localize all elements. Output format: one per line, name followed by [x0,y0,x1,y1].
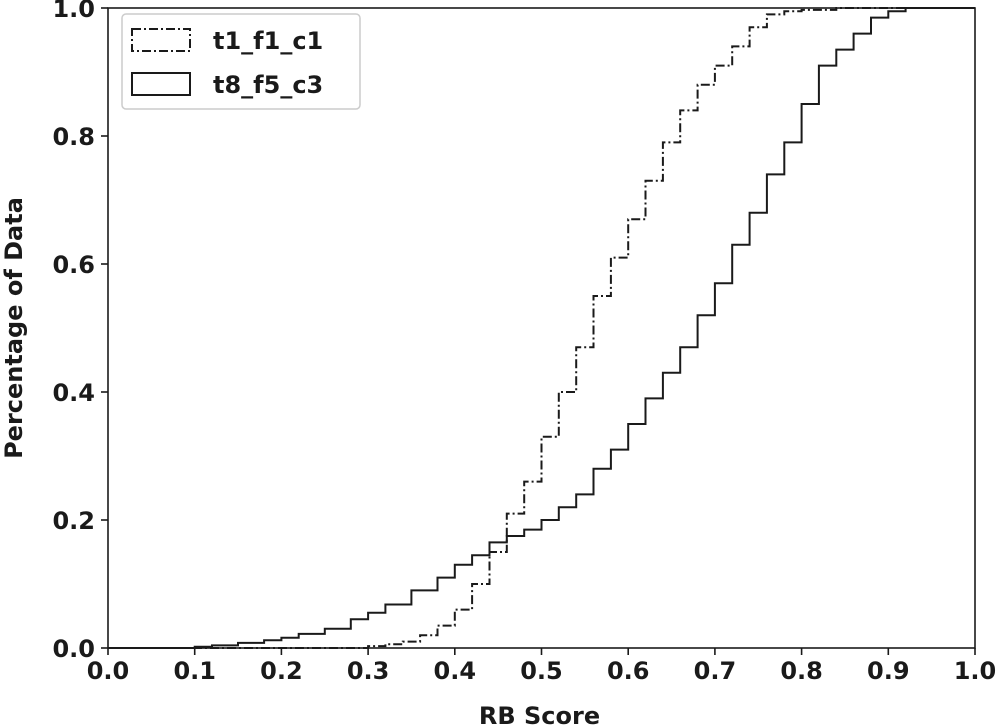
x-tick-label: 1.0 [954,657,997,685]
x-tick-label: 0.6 [607,657,650,685]
plot-area [108,7,975,649]
x-tick-label: 0.0 [87,657,130,685]
y-tick-label: 0.2 [52,507,95,535]
y-tick-label: 0.6 [52,251,95,279]
x-tick-label: 0.5 [520,657,563,685]
y-tick-label: 0.8 [52,123,95,151]
x-tick-label: 0.4 [434,657,477,685]
y-axis-label: Percentage of Data [0,197,28,459]
series-line-t8_f5_c3 [108,7,975,649]
y-tick-label: 0.0 [52,635,95,663]
x-tick-label: 0.9 [867,657,910,685]
x-axis-label: RB Score [479,702,600,726]
legend-label-t1_f1_c1: t1_f1_c1 [213,27,323,55]
x-tick-label: 0.1 [173,657,216,685]
legend: t1_f1_c1 t8_f5_c3 [121,13,361,110]
x-tick-label: 0.8 [780,657,823,685]
legend-box [121,13,361,110]
x-tick-label: 0.7 [694,657,737,685]
x-tick-label: 0.3 [347,657,390,685]
y-tick-label: 0.4 [52,379,95,407]
y-tick-label: 1.0 [52,0,95,23]
series-line-t1_f1_c1 [108,7,975,649]
legend-swatch-t1_f1_c1 [131,28,191,52]
legend-swatch-t8_f5_c3 [131,72,191,96]
legend-label-t8_f5_c3: t8_f5_c3 [213,71,323,99]
x-tick-label: 0.2 [260,657,303,685]
